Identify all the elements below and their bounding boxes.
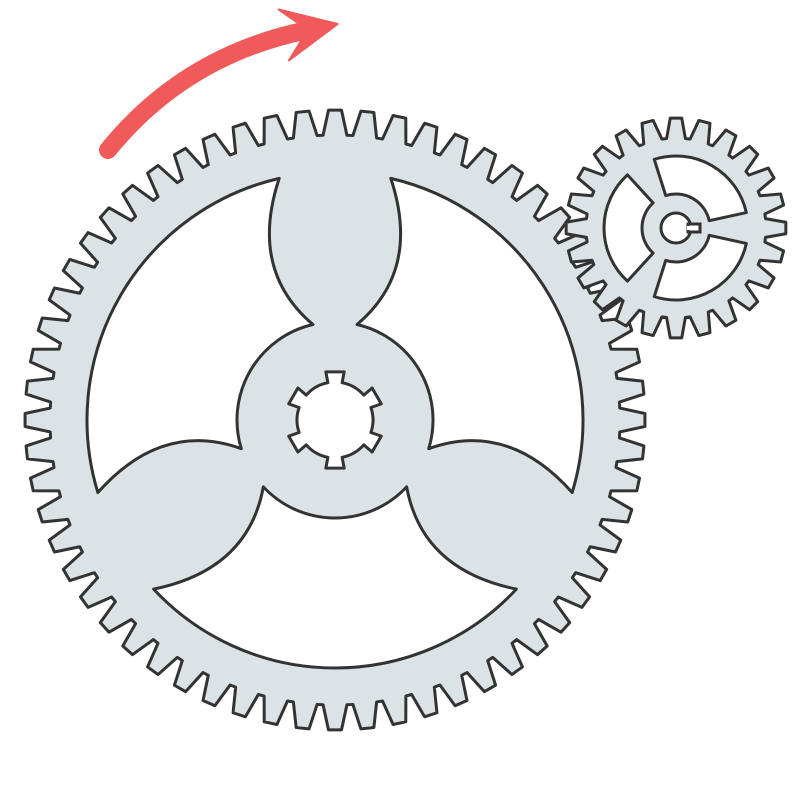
gear-diagram (0, 0, 800, 800)
large-gear (25, 110, 645, 730)
small-gear-keyway-fill (687, 226, 692, 230)
small-gear (566, 118, 786, 338)
